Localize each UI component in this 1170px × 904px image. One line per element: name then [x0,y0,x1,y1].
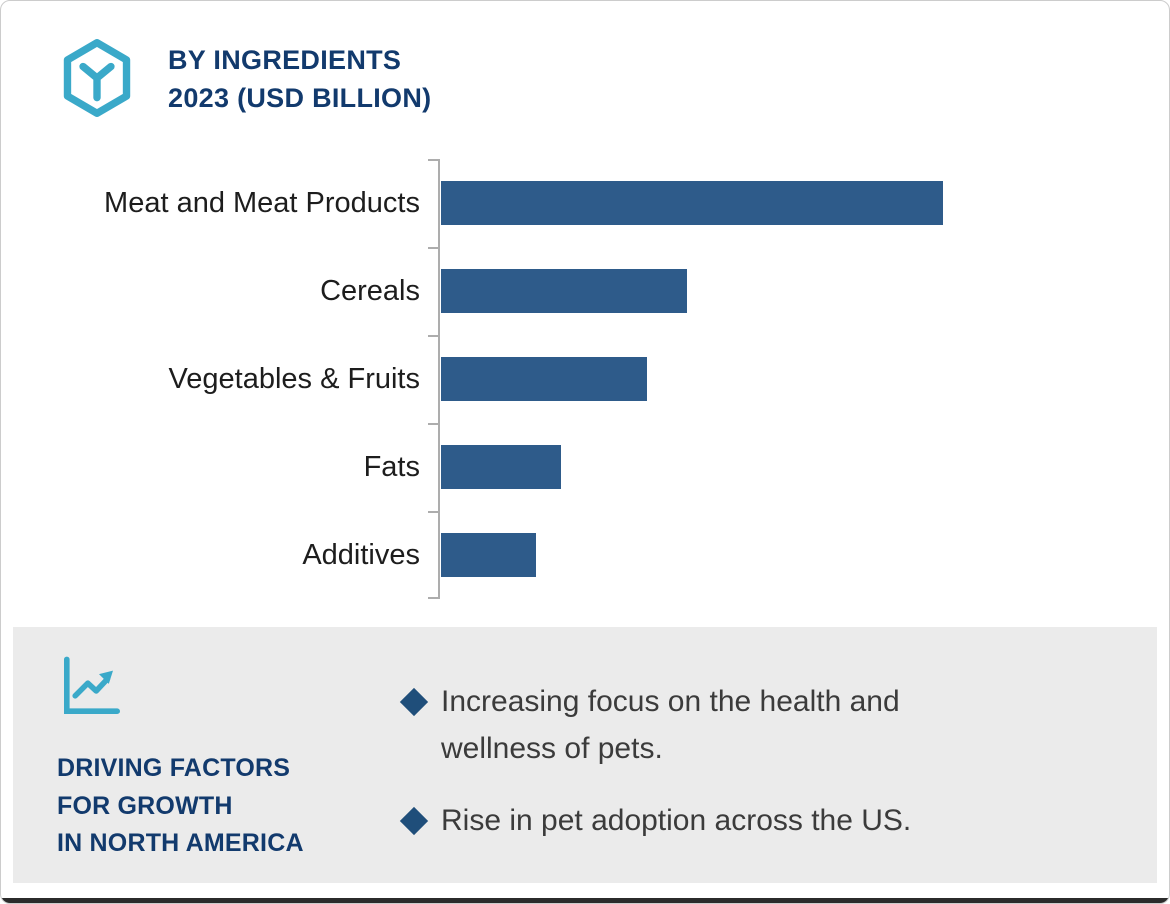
driving-factors-heading: DRIVING FACTORS FOR GROWTH IN NORTH AMERIC… [57,750,358,863]
bar-label: Cereals [320,274,420,307]
bar-label: Meat and Meat Products [104,186,420,219]
chart-subtitle: 2023 (USD BILLION) [168,82,432,113]
chart-row: Additives [1,511,1169,599]
horizontal-bar-chart: Meat and Meat Products Cereals Vegetables … [1,159,1169,599]
bar [441,445,562,489]
driving-factors-heading-line: FOR GROWTH [57,791,233,820]
plot-cell [438,247,687,335]
chart-row: Vegetables & Fruits [1,335,1169,423]
chart-row: Meat and Meat Products [1,159,1169,247]
chart-title-block: BY INGREDIENTS 2023 (USD BILLION) [168,37,431,118]
plot-cell [438,159,943,247]
bar-label: Vegetables & Fruits [168,362,420,395]
axis-tick [428,423,438,425]
axis-tick [428,335,438,337]
bar [441,181,943,225]
plot-cell [438,423,562,511]
chart-row: Fats [1,423,1169,511]
chart-title: BY INGREDIENTS [168,45,402,75]
bottom-accent-bar [1,898,1169,903]
bar-label: Fats [363,450,420,483]
axis-tick [428,247,438,249]
axis-tick [428,159,438,161]
y-axis-line [438,159,440,599]
chart-header: BY INGREDIENTS 2023 (USD BILLION) [1,1,1169,119]
bullet-list: Increasing focus on the health and welln… [358,627,986,883]
bullet-item: Rise in pet adoption across the US. [399,798,986,845]
driving-factors-left-column: DRIVING FACTORS FOR GROWTH IN NORTH AMERIC… [13,627,358,883]
driving-factors-heading-line: IN NORTH AMERICA [57,829,304,857]
axis-tick [428,597,438,599]
bar [441,269,687,313]
diamond-bullet-icon [399,806,429,836]
driving-factors-heading-line: DRIVING FACTORS [57,754,291,782]
line-chart-icon [64,656,120,714]
bullet-text: Increasing focus on the health and welln… [441,685,900,765]
plot-cell [438,511,537,599]
bar-label: Additives [302,538,420,571]
bar [441,357,647,401]
driving-factors-panel: DRIVING FACTORS FOR GROWTH IN NORTH AMERIC… [13,627,1157,883]
plot-cell [438,335,647,423]
bullet-item: Increasing focus on the health and welln… [399,679,986,772]
bullet-text: Rise in pet adoption across the US. [441,804,912,837]
chart-row: Cereals [1,247,1169,335]
bar [441,533,537,577]
hexagon-y-logo-icon [63,39,131,117]
axis-tick [428,511,438,513]
diamond-bullet-icon [399,687,429,717]
